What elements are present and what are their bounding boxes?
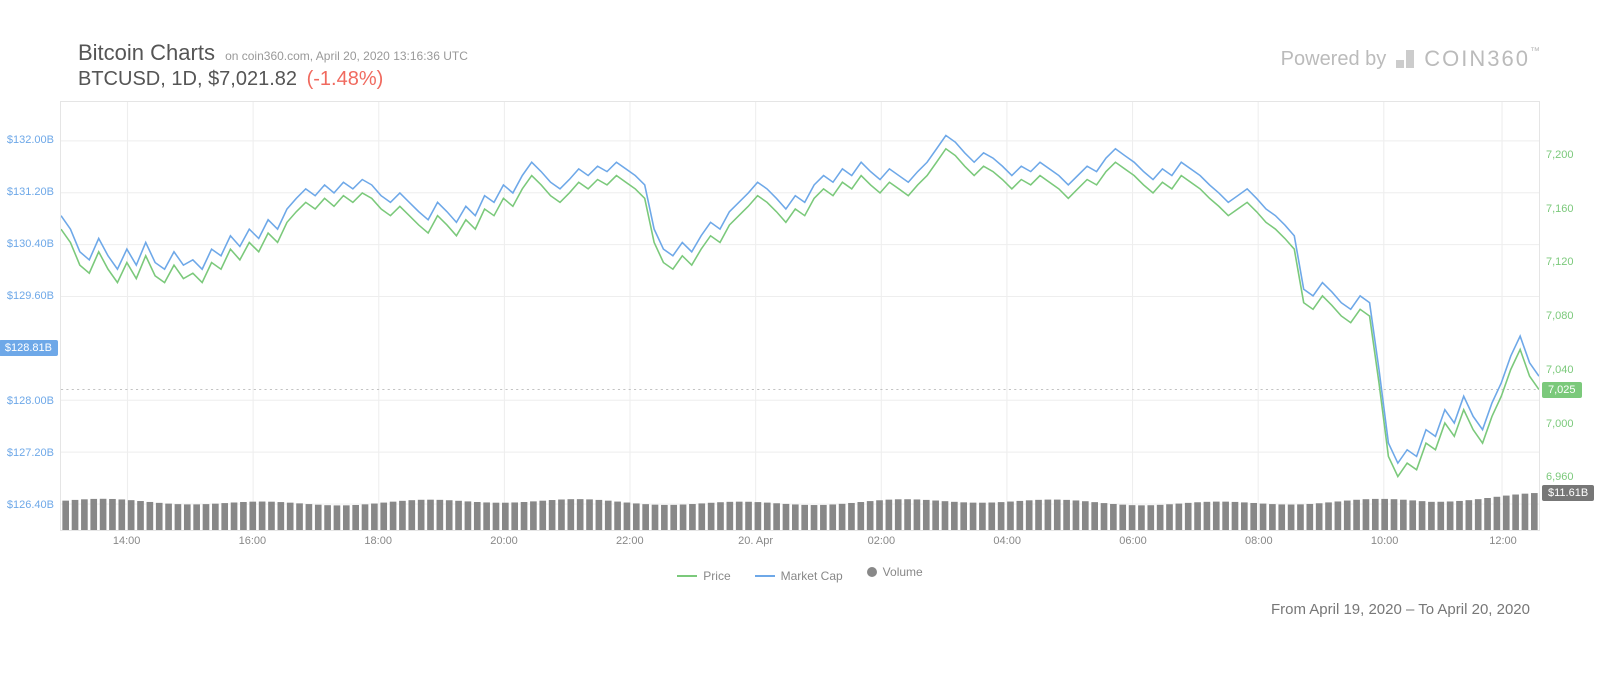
- right-axis-tick: 7,200: [1546, 149, 1574, 161]
- current-price: $7,021.82: [208, 68, 297, 90]
- x-axis-tick: 06:00: [1119, 535, 1147, 547]
- right-axis-tick: 7,000: [1546, 418, 1574, 430]
- left-axis-tick: $127.20B: [7, 447, 54, 459]
- left-axis-tick: $126.40B: [7, 499, 54, 511]
- left-axis-tick: $132.00B: [7, 134, 54, 146]
- left-axis-tick: $129.60B: [7, 290, 54, 302]
- x-axis-tick: 16:00: [239, 535, 267, 547]
- legend-item[interactable]: Price: [677, 569, 730, 583]
- change-pct: (-1.48%): [307, 68, 384, 90]
- legend-item[interactable]: Volume: [867, 565, 923, 579]
- x-axis-tick: 02:00: [868, 535, 896, 547]
- left-axis-tick: $131.20B: [7, 186, 54, 198]
- page-title: Bitcoin Charts on coin360.com, April 20,…: [78, 40, 468, 66]
- x-axis: 14:00 16:00 18:00 20:00 22:00 20. Apr 02:00 04:…: [60, 535, 1540, 555]
- x-axis-tick: 12:00: [1489, 535, 1517, 547]
- brand-name: COIN360™: [1424, 46, 1540, 72]
- left-axis-tick: $128.00B: [7, 395, 54, 407]
- x-axis-tick: 20. Apr: [738, 535, 773, 547]
- legend-item[interactable]: Market Cap: [755, 569, 843, 583]
- title-text: Bitcoin Charts: [78, 40, 215, 65]
- interval: 1D: [171, 68, 197, 90]
- right-axis-tick: 6,960: [1546, 471, 1574, 483]
- left-axis-current-badge: $128.81B: [0, 340, 58, 356]
- x-axis-tick: 08:00: [1245, 535, 1273, 547]
- right-axis-tick: 7,080: [1546, 310, 1574, 322]
- brand-logo-icon: [1396, 50, 1414, 68]
- chart-region[interactable]: $132.00B$131.20B$130.40B$129.60B$128.00B…: [60, 101, 1540, 531]
- left-axis: $132.00B $131.20B $130.40B $129.60B $128.00B…: [4, 101, 58, 531]
- right-axis-current-badge: 7,025: [1542, 382, 1582, 398]
- right-axis: 7,200 7,160 7,120 7,080 7,040 7,000 6,960 7,025…: [1542, 101, 1590, 531]
- left-axis-tick: $130.40B: [7, 238, 54, 250]
- title-subtitle: on coin360.com, April 20, 2020 13:16:36 …: [225, 49, 468, 63]
- powered-by: Powered by COIN360™: [1281, 46, 1540, 72]
- legend-label: Price: [703, 569, 730, 583]
- x-axis-tick: 14:00: [113, 535, 141, 547]
- x-axis-tick: 10:00: [1371, 535, 1399, 547]
- x-axis-tick: 20:00: [490, 535, 518, 547]
- right-axis-tick: 7,160: [1546, 203, 1574, 215]
- chart-page: Bitcoin Charts on coin360.com, April 20,…: [0, 0, 1600, 700]
- pair-symbol: BTCUSD: [78, 68, 160, 90]
- legend-label: Volume: [883, 565, 923, 579]
- legend-swatch: [677, 575, 697, 577]
- legend-dot: [867, 567, 877, 577]
- x-axis-tick: 04:00: [993, 535, 1021, 547]
- pair-line: BTCUSD, 1D, $7,021.82 (-1.48%): [78, 68, 468, 91]
- legend: Price Market Cap Volume: [60, 565, 1540, 583]
- header-left: Bitcoin Charts on coin360.com, April 20,…: [78, 40, 468, 91]
- x-axis-tick: 22:00: [616, 535, 644, 547]
- right-axis-tick: 7,120: [1546, 256, 1574, 268]
- volume-badge: $11.61B: [1542, 485, 1594, 501]
- plot-area[interactable]: [60, 101, 1540, 531]
- legend-swatch: [755, 575, 775, 577]
- powered-by-text: Powered by: [1281, 48, 1387, 71]
- legend-label: Market Cap: [781, 569, 843, 583]
- header: Bitcoin Charts on coin360.com, April 20,…: [78, 40, 1540, 91]
- x-axis-tick: 18:00: [364, 535, 392, 547]
- date-range-footer: From April 19, 2020 – To April 20, 2020: [60, 601, 1530, 618]
- right-axis-tick: 7,040: [1546, 364, 1574, 376]
